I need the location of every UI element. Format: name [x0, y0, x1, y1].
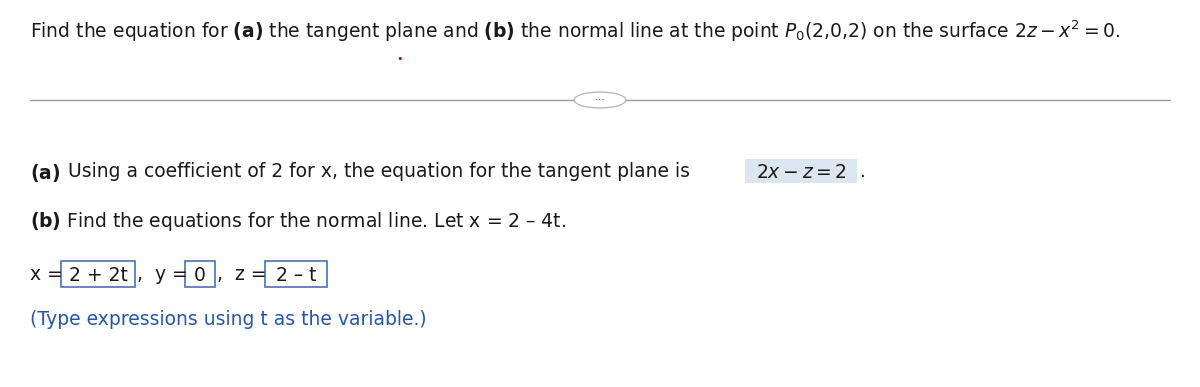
FancyBboxPatch shape	[745, 159, 857, 183]
Text: 2 + 2t: 2 + 2t	[68, 266, 127, 285]
Text: •: •	[397, 54, 403, 64]
Text: 2 – t: 2 – t	[276, 266, 317, 285]
Text: $\mathbf{(b)}$ Find the equations for the normal line. Let x = 2 – 4t.: $\mathbf{(b)}$ Find the equations for th…	[30, 210, 566, 233]
Text: $\mathbf{(a)}$: $\mathbf{(a)}$	[30, 162, 60, 184]
Text: Find the equation for $\mathbf{(a)}$ the tangent plane and $\mathbf{(b)}$ the no: Find the equation for $\mathbf{(a)}$ the…	[30, 18, 1121, 43]
FancyBboxPatch shape	[61, 261, 134, 287]
Text: 0: 0	[194, 266, 206, 285]
Text: Using a coefficient of 2 for x, the equation for the tangent plane is: Using a coefficient of 2 for x, the equa…	[68, 162, 696, 181]
FancyBboxPatch shape	[265, 261, 326, 287]
Text: ···: ···	[594, 95, 606, 105]
Text: ,  z =: , z =	[217, 265, 272, 284]
Text: ,  y =: , y =	[137, 265, 194, 284]
Text: .: .	[860, 162, 866, 181]
Ellipse shape	[574, 92, 626, 108]
Text: (Type expressions using t as the variable.): (Type expressions using t as the variabl…	[30, 310, 427, 329]
FancyBboxPatch shape	[185, 261, 215, 287]
Text: x =: x =	[30, 265, 68, 284]
Text: $2x - z = 2$: $2x - z = 2$	[756, 163, 846, 182]
